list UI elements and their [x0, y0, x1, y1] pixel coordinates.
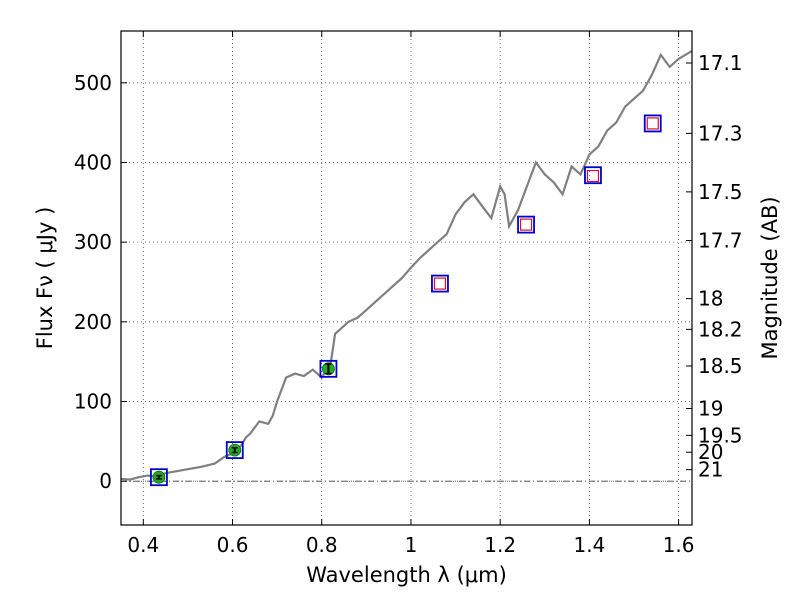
- plot-frame: [120, 30, 693, 526]
- x-tick-label: 1.4: [573, 533, 605, 557]
- red-photometry-square: [519, 218, 533, 231]
- x-tick-label: 1: [405, 533, 418, 557]
- magnitude-tick-label: 17.3: [698, 121, 743, 145]
- red-photometry-square: [646, 117, 659, 130]
- magnitude-tick-label: 21: [698, 458, 723, 482]
- x-tick-label: 0.4: [127, 533, 159, 557]
- magnitude-tick-label: 17.1: [698, 51, 743, 75]
- y-tick-label: 500: [74, 71, 112, 95]
- axis-ticks: 0.4 0.6 0.8 1 1.2 1.4 1.6 0 100 200 300 400 500 17.1 1…: [74, 31, 743, 557]
- model-photometry-square: [150, 468, 168, 487]
- x-tick-label: 0.8: [306, 533, 338, 557]
- x-tick-label: 0.6: [217, 533, 249, 557]
- magnitude-tick-label: 17.5: [698, 180, 743, 204]
- magnitude-tick-label: 18.2: [698, 317, 743, 341]
- y-tick-label: 300: [74, 230, 112, 254]
- x-tick-label: 1.2: [484, 533, 516, 557]
- model-photometry-square: [319, 359, 338, 378]
- magnitude-tick-label: 19: [698, 397, 723, 421]
- model-photometry-square: [225, 441, 244, 460]
- spectrum-line: [120, 49, 693, 481]
- magnitude-tick-label: 19.5: [698, 423, 743, 447]
- y-tick-label: 200: [74, 310, 112, 334]
- model-photometry-square: [643, 114, 662, 133]
- x-tick-label: 1.6: [663, 533, 695, 557]
- magnitude-tick-label: 18: [698, 287, 723, 311]
- grid-lines: [121, 31, 692, 525]
- data-markers: [150, 114, 662, 487]
- magnitude-axis-label: Magnitude (AB): [758, 196, 782, 359]
- y-tick-label: 100: [74, 390, 112, 414]
- y-tick-label: 0: [99, 469, 112, 493]
- model-photometry-square: [517, 215, 535, 234]
- x-axis-label: Wavelength λ (μm): [306, 563, 507, 587]
- y-tick-label: 400: [74, 150, 112, 174]
- red-photometry-square: [586, 169, 600, 183]
- red-photometry-square: [433, 277, 447, 290]
- model-photometry-square: [584, 166, 602, 185]
- magnitude-tick-label: 20: [698, 440, 723, 464]
- model-photometry-square: [431, 274, 449, 293]
- magnitude-tick-label: 17.7: [698, 229, 743, 253]
- y-axis-label: Flux Fν ( μJy ): [33, 207, 57, 350]
- magnitude-tick-label: 18.5: [698, 354, 743, 378]
